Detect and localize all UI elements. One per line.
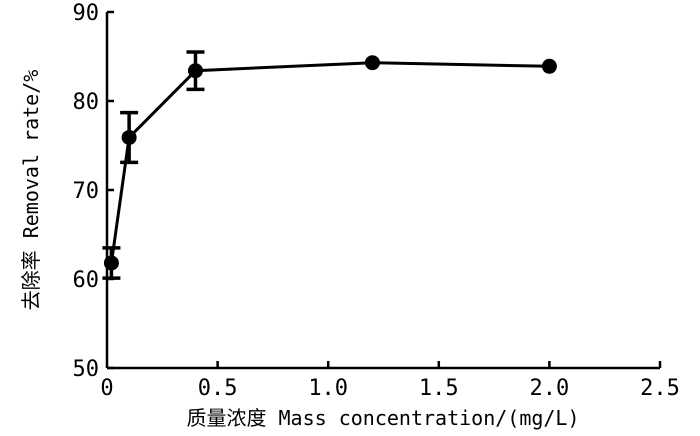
y-axis-title: 去除率 Removal rate/% bbox=[19, 70, 43, 311]
x-tick-label: 1.5 bbox=[419, 376, 459, 401]
data-point bbox=[364, 55, 380, 71]
x-tick-label: 2.0 bbox=[530, 376, 570, 401]
y-tick-label: 70 bbox=[73, 179, 100, 204]
plot-area bbox=[102, 50, 557, 280]
y-tick-label: 80 bbox=[73, 90, 100, 115]
y-tick-label: 60 bbox=[73, 268, 100, 293]
x-ticks: 0 0.5 1.0 1.5 2.0 2.5 bbox=[100, 361, 680, 401]
x-tick-label: 0 bbox=[100, 376, 113, 401]
y-tick-label: 90 bbox=[73, 1, 100, 26]
x-axis-title: 质量浓度 Mass concentration/(mg/L) bbox=[186, 406, 579, 430]
data-point bbox=[541, 58, 557, 74]
x-tick-label: 1.0 bbox=[308, 376, 348, 401]
data-point bbox=[187, 63, 203, 79]
x-tick-label: 2.5 bbox=[640, 376, 680, 401]
data-point bbox=[103, 255, 119, 271]
series-line bbox=[109, 61, 550, 264]
x-tick-label: 0.5 bbox=[198, 376, 238, 401]
y-ticks: 50 60 70 80 90 bbox=[73, 1, 114, 382]
data-point bbox=[121, 129, 137, 145]
y-tick-label: 50 bbox=[73, 357, 100, 382]
